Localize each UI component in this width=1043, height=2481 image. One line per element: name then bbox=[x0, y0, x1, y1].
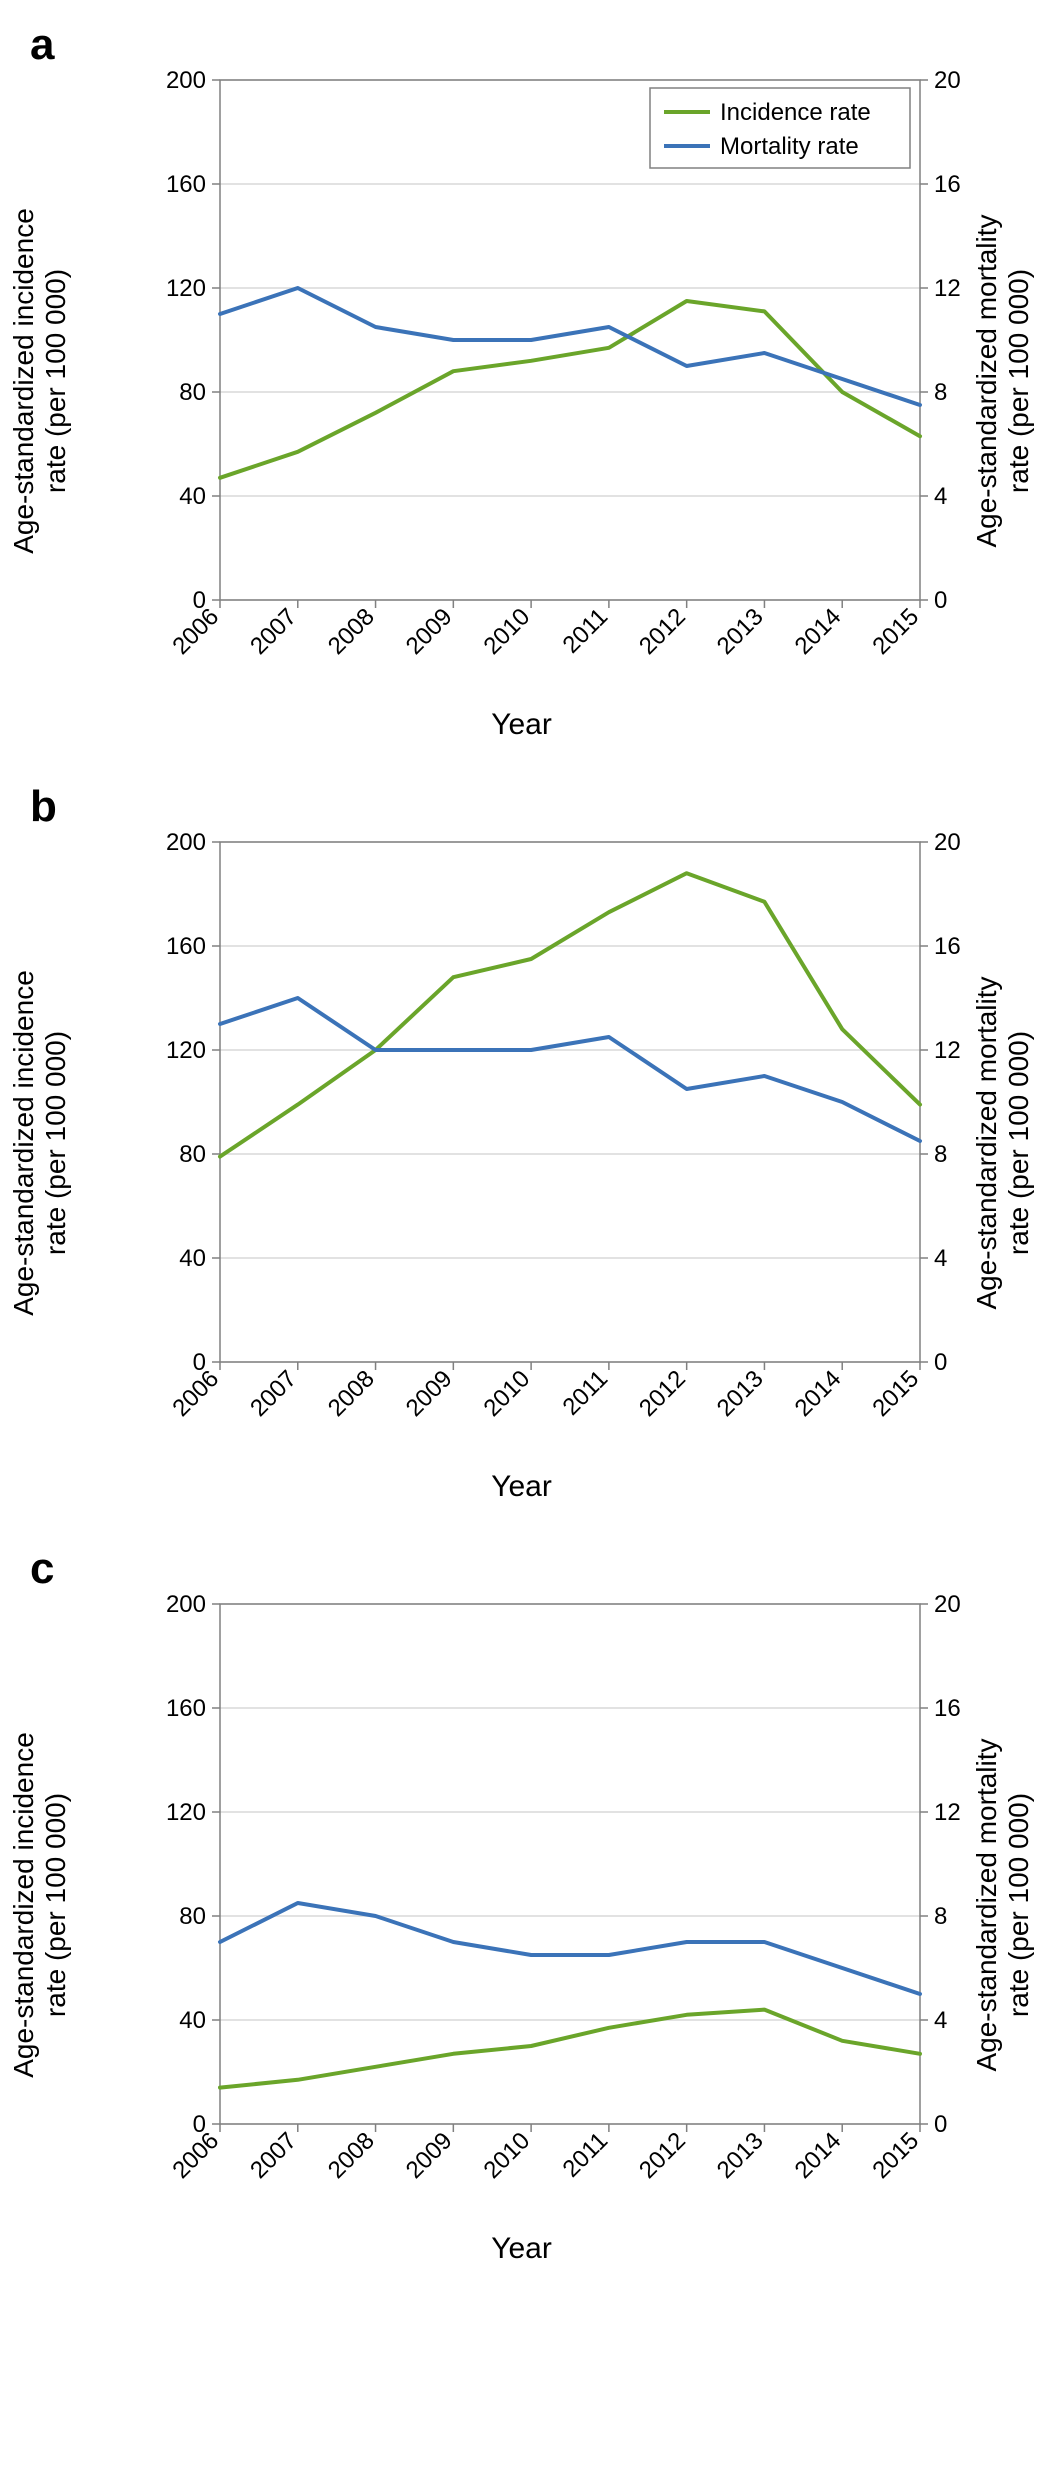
svg-text:2010: 2010 bbox=[479, 603, 536, 660]
svg-text:2009: 2009 bbox=[401, 1365, 458, 1422]
svg-text:2007: 2007 bbox=[245, 603, 302, 660]
svg-text:0: 0 bbox=[934, 587, 947, 614]
svg-text:80: 80 bbox=[179, 1903, 206, 1930]
svg-text:2008: 2008 bbox=[323, 1365, 380, 1422]
svg-text:12: 12 bbox=[934, 1037, 961, 1064]
y-axis-left-label: Age-standardized incidence rate (per 100… bbox=[8, 893, 72, 1393]
svg-text:2009: 2009 bbox=[401, 603, 458, 660]
svg-text:200: 200 bbox=[166, 1594, 206, 1618]
svg-text:2014: 2014 bbox=[790, 1365, 847, 1422]
svg-text:40: 40 bbox=[179, 1245, 206, 1272]
svg-text:2008: 2008 bbox=[323, 2127, 380, 2184]
svg-text:2015: 2015 bbox=[867, 1365, 924, 1422]
mortality-line bbox=[220, 998, 920, 1141]
svg-text:2010: 2010 bbox=[479, 1365, 536, 1422]
svg-text:2014: 2014 bbox=[790, 2127, 847, 2184]
svg-text:2011: 2011 bbox=[558, 603, 614, 659]
svg-text:8: 8 bbox=[934, 1903, 947, 1930]
svg-text:12: 12 bbox=[934, 1799, 961, 1826]
svg-text:2007: 2007 bbox=[245, 2127, 302, 2184]
svg-text:2006: 2006 bbox=[167, 2127, 224, 2184]
svg-text:40: 40 bbox=[179, 2007, 206, 2034]
svg-text:2012: 2012 bbox=[634, 1365, 691, 1422]
svg-text:2008: 2008 bbox=[323, 603, 380, 660]
svg-text:2006: 2006 bbox=[167, 603, 224, 660]
y-axis-left-label: Age-standardized incidence rate (per 100… bbox=[8, 1655, 72, 2155]
y-axis-right-label: Age-standardized mortality rate (per 100… bbox=[971, 893, 1035, 1393]
svg-text:12: 12 bbox=[934, 275, 961, 302]
svg-text:2011: 2011 bbox=[558, 1365, 614, 1421]
panel-label-b: b bbox=[30, 782, 57, 832]
svg-text:120: 120 bbox=[166, 1037, 206, 1064]
svg-text:4: 4 bbox=[934, 2007, 947, 2034]
y-axis-right-label: Age-standardized mortality rate (per 100… bbox=[971, 131, 1035, 631]
panel-c: c Age-standardized incidence rate (per 1… bbox=[20, 1544, 1023, 2266]
incidence-line bbox=[220, 2010, 920, 2088]
x-axis-label: Year bbox=[150, 2232, 893, 2266]
panel-b: b Age-standardized incidence rate (per 1… bbox=[20, 782, 1023, 1504]
svg-text:2013: 2013 bbox=[712, 603, 769, 660]
svg-text:4: 4 bbox=[934, 483, 947, 510]
svg-text:200: 200 bbox=[166, 832, 206, 856]
panel-label-a: a bbox=[30, 20, 54, 70]
mortality-line bbox=[220, 288, 920, 405]
legend-label: Incidence rate bbox=[720, 99, 871, 126]
svg-text:2015: 2015 bbox=[867, 2127, 924, 2184]
panel-a: a Age-standardized incidence rate (per 1… bbox=[20, 20, 1023, 742]
svg-text:2010: 2010 bbox=[479, 2127, 536, 2184]
svg-text:2015: 2015 bbox=[867, 603, 924, 660]
incidence-line bbox=[220, 301, 920, 478]
y-axis-right-label: Age-standardized mortality rate (per 100… bbox=[971, 1655, 1035, 2155]
svg-text:2006: 2006 bbox=[167, 1365, 224, 1422]
svg-text:2009: 2009 bbox=[401, 2127, 458, 2184]
svg-text:20: 20 bbox=[934, 832, 961, 856]
svg-text:8: 8 bbox=[934, 379, 947, 406]
svg-text:16: 16 bbox=[934, 171, 961, 198]
svg-text:20: 20 bbox=[934, 70, 961, 94]
svg-text:160: 160 bbox=[166, 171, 206, 198]
svg-text:160: 160 bbox=[166, 1695, 206, 1722]
svg-text:120: 120 bbox=[166, 275, 206, 302]
svg-text:2012: 2012 bbox=[634, 603, 691, 660]
svg-text:40: 40 bbox=[179, 483, 206, 510]
x-axis-label: Year bbox=[150, 708, 893, 742]
chart-wrap-a: Age-standardized incidence rate (per 100… bbox=[150, 20, 893, 742]
svg-text:2011: 2011 bbox=[558, 2127, 614, 2183]
svg-text:4: 4 bbox=[934, 1245, 947, 1272]
svg-text:80: 80 bbox=[179, 379, 206, 406]
svg-text:0: 0 bbox=[934, 1349, 947, 1376]
svg-text:2007: 2007 bbox=[245, 1365, 302, 1422]
y-axis-left-label: Age-standardized incidence rate (per 100… bbox=[8, 131, 72, 631]
svg-text:2014: 2014 bbox=[790, 603, 847, 660]
chart-wrap-c: Age-standardized incidence rate (per 100… bbox=[150, 1544, 893, 2266]
legend-label: Mortality rate bbox=[720, 133, 859, 160]
svg-text:8: 8 bbox=[934, 1141, 947, 1168]
svg-text:200: 200 bbox=[166, 70, 206, 94]
svg-text:0: 0 bbox=[934, 2111, 947, 2138]
panel-label-c: c bbox=[30, 1544, 54, 1594]
svg-text:20: 20 bbox=[934, 1594, 961, 1618]
svg-text:120: 120 bbox=[166, 1799, 206, 1826]
svg-text:2013: 2013 bbox=[712, 1365, 769, 1422]
svg-text:80: 80 bbox=[179, 1141, 206, 1168]
svg-text:2013: 2013 bbox=[712, 2127, 769, 2184]
svg-text:160: 160 bbox=[166, 933, 206, 960]
chart-wrap-b: Age-standardized incidence rate (per 100… bbox=[150, 782, 893, 1504]
x-axis-label: Year bbox=[150, 1470, 893, 1504]
svg-text:2012: 2012 bbox=[634, 2127, 691, 2184]
svg-text:16: 16 bbox=[934, 1695, 961, 1722]
svg-text:16: 16 bbox=[934, 933, 961, 960]
